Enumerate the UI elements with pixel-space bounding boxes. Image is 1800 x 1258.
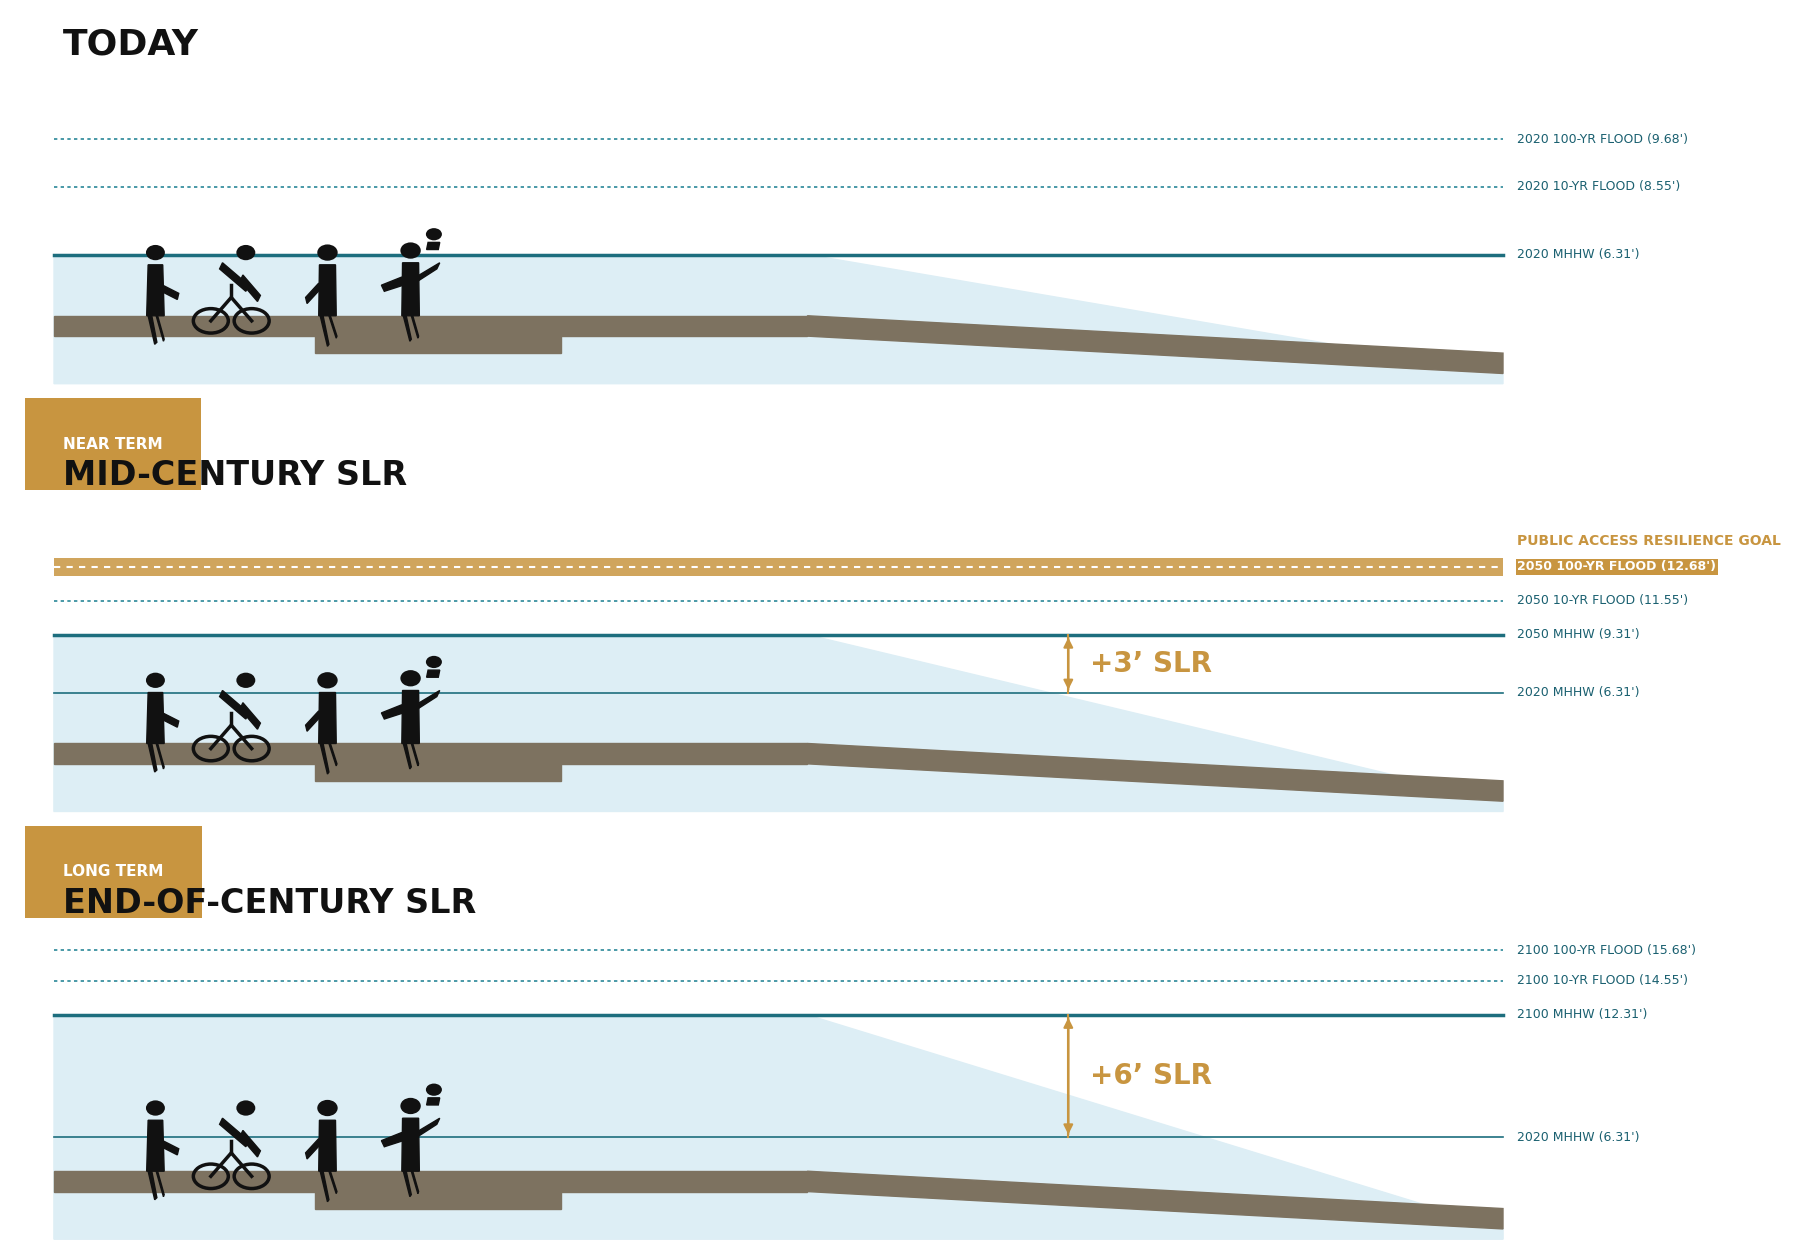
Polygon shape [427,671,439,677]
Polygon shape [320,316,329,346]
Text: 2050 MHHW (9.31'): 2050 MHHW (9.31') [1517,628,1640,642]
Ellipse shape [317,1099,338,1116]
Polygon shape [418,1118,439,1136]
Text: 2050 10-YR FLOOD (11.55'): 2050 10-YR FLOOD (11.55') [1517,594,1688,608]
Polygon shape [162,713,178,727]
Text: +3’ SLR: +3’ SLR [1089,649,1211,678]
Polygon shape [146,264,164,316]
Polygon shape [146,1121,164,1171]
Polygon shape [401,691,419,743]
Polygon shape [54,1015,1503,1239]
Polygon shape [401,1118,419,1171]
Text: NEAR TERM: NEAR TERM [63,437,162,452]
Polygon shape [319,264,337,316]
Polygon shape [320,1171,329,1201]
Polygon shape [157,743,164,769]
Text: 2020 MHHW (6.31'): 2020 MHHW (6.31') [1517,248,1640,262]
Polygon shape [220,1118,248,1147]
Ellipse shape [400,1098,421,1115]
Ellipse shape [146,1101,166,1116]
Text: 2100 10-YR FLOOD (14.55'): 2100 10-YR FLOOD (14.55') [1517,975,1688,988]
Text: 2050 100-YR FLOOD (12.68'): 2050 100-YR FLOOD (12.68') [1517,560,1717,574]
Polygon shape [315,764,562,781]
Polygon shape [329,316,337,338]
Ellipse shape [427,1083,443,1096]
Ellipse shape [317,244,338,260]
Polygon shape [315,336,562,353]
Polygon shape [315,1191,562,1209]
Polygon shape [157,1171,164,1196]
Polygon shape [329,1171,337,1194]
Polygon shape [162,286,178,299]
Polygon shape [320,743,329,774]
Polygon shape [808,316,1503,374]
Text: PUBLIC ACCESS RESILIENCE GOAL: PUBLIC ACCESS RESILIENCE GOAL [1517,535,1782,548]
Polygon shape [412,1171,419,1194]
Text: 2020 10-YR FLOOD (8.55'): 2020 10-YR FLOOD (8.55') [1517,180,1681,194]
Ellipse shape [400,671,421,687]
Polygon shape [319,1121,337,1171]
Polygon shape [319,692,337,743]
Polygon shape [403,1171,412,1196]
Polygon shape [239,276,261,302]
Text: TODAY: TODAY [63,28,198,62]
Text: 2100 MHHW (12.31'): 2100 MHHW (12.31') [1517,1009,1647,1021]
Ellipse shape [236,245,256,260]
Polygon shape [54,692,1503,811]
Polygon shape [306,283,320,303]
Polygon shape [146,692,164,743]
Ellipse shape [236,673,256,688]
Text: 2100 100-YR FLOOD (15.68'): 2100 100-YR FLOOD (15.68') [1517,944,1696,957]
Polygon shape [427,243,439,249]
Polygon shape [157,316,164,341]
Polygon shape [54,635,1503,811]
Polygon shape [418,691,439,708]
Ellipse shape [146,673,166,688]
Polygon shape [382,704,403,720]
Text: END-OF-CENTURY SLR: END-OF-CENTURY SLR [63,887,477,920]
Ellipse shape [400,243,421,259]
Polygon shape [382,277,403,292]
Text: 2020 MHHW (6.31'): 2020 MHHW (6.31') [1517,1131,1640,1144]
Polygon shape [239,1131,261,1157]
Polygon shape [54,1137,1503,1239]
Polygon shape [412,316,419,338]
Polygon shape [401,263,419,316]
Polygon shape [54,316,808,336]
Polygon shape [382,1132,403,1147]
Polygon shape [220,691,248,720]
Bar [54,557,1503,576]
Polygon shape [148,316,157,345]
Text: 2020 MHHW (6.31'): 2020 MHHW (6.31') [1517,686,1640,699]
Polygon shape [54,1171,808,1191]
Ellipse shape [427,655,443,668]
Polygon shape [418,263,439,281]
Polygon shape [329,743,337,766]
Text: 2020 100-YR FLOOD (9.68'): 2020 100-YR FLOOD (9.68') [1517,132,1688,146]
Polygon shape [808,743,1503,801]
Polygon shape [220,263,248,292]
Polygon shape [403,743,412,769]
Polygon shape [306,1138,320,1159]
Text: LONG TERM: LONG TERM [63,864,164,879]
Polygon shape [54,254,1503,384]
Ellipse shape [236,1101,256,1116]
Polygon shape [808,1171,1503,1229]
Polygon shape [412,743,419,766]
Polygon shape [148,743,157,772]
Polygon shape [239,703,261,730]
Ellipse shape [427,228,443,240]
Polygon shape [162,1141,178,1155]
Polygon shape [427,1098,439,1105]
Ellipse shape [317,672,338,688]
Text: +6’ SLR: +6’ SLR [1089,1062,1211,1091]
Ellipse shape [146,245,166,260]
Polygon shape [148,1171,157,1200]
Polygon shape [306,711,320,731]
Polygon shape [54,743,808,764]
Text: MID-CENTURY SLR: MID-CENTURY SLR [63,459,407,492]
Polygon shape [403,316,412,341]
